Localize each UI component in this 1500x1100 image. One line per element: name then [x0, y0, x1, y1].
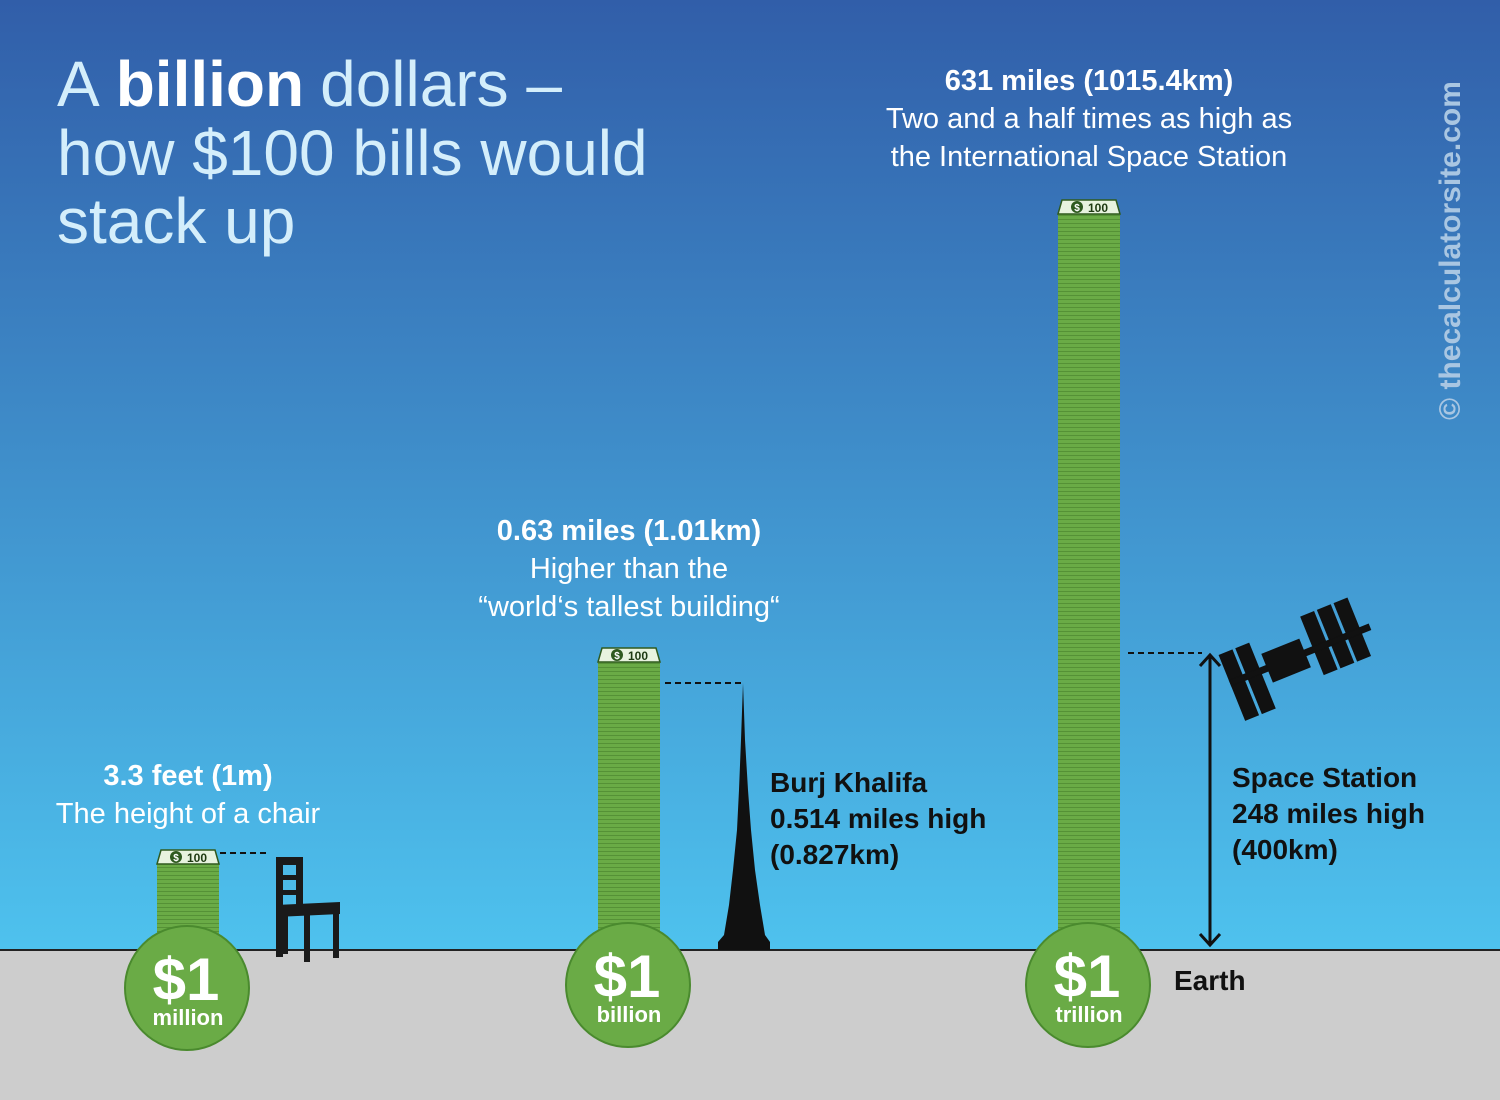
bill-stack — [598, 662, 660, 950]
space-station-icon — [1218, 597, 1372, 721]
amount-badge — [565, 922, 691, 1048]
height-label: 631 miles (1015.4km) — [945, 65, 1234, 97]
title-word: dollars – — [320, 48, 562, 120]
bill-label: 100 — [1088, 201, 1108, 215]
chair-icon — [276, 857, 340, 962]
amount-unit: trillion — [1055, 1002, 1122, 1027]
burj-label: (0.827km) — [770, 839, 899, 870]
bill-seal — [1071, 201, 1083, 213]
station-label: (400km) — [1232, 834, 1338, 865]
bill-seal — [611, 649, 623, 661]
caption: Two and a half times as high as — [886, 103, 1292, 135]
bill-label: 100 — [628, 649, 648, 663]
comparison-labels: Burj Khalifa 0.514 miles high (0.827km) Spa… — [770, 762, 1425, 996]
dashed-guides — [220, 652, 1202, 854]
title-line: stack up — [57, 185, 295, 257]
amount: $1 — [594, 943, 661, 1010]
height-label: 0.63 miles (1.01km) — [497, 515, 761, 547]
title-bold: billion — [116, 48, 304, 120]
amount-unit: billion — [597, 1002, 662, 1027]
sky — [0, 0, 1500, 950]
burj-label: Burj Khalifa — [770, 767, 928, 798]
bill-seal — [170, 851, 182, 863]
burj-khalifa-icon — [718, 683, 770, 950]
ground — [0, 950, 1500, 1100]
height-label: 3.3 feet (1m) — [103, 760, 272, 792]
bill-dollar: $ — [173, 853, 179, 864]
watermark: © thecalculatorsite.com — [1434, 81, 1467, 420]
station-label: Space Station — [1232, 762, 1417, 793]
caption: Higher than the — [530, 553, 728, 585]
amount-unit: million — [153, 1005, 224, 1030]
burj-label: 0.514 miles high — [770, 803, 986, 834]
bill-dollar: $ — [614, 651, 620, 662]
caption: the International Space Station — [891, 141, 1288, 173]
bill-label: 100 — [187, 851, 207, 865]
height-arrow — [1198, 652, 1222, 948]
caption: The height of a chair — [56, 798, 321, 830]
title-line: how $100 bills would — [57, 117, 648, 189]
earth-label: Earth — [1174, 965, 1246, 996]
title-word: A — [57, 48, 100, 120]
amount: $1 — [153, 946, 220, 1013]
bill-stack — [1058, 214, 1120, 950]
station-label: 248 miles high — [1232, 798, 1425, 829]
bill-dollar: $ — [1074, 203, 1080, 214]
caption: “world‘s tallest building“ — [478, 591, 779, 623]
amount-badge — [1025, 922, 1151, 1048]
amount-badge — [124, 925, 250, 1051]
amount: $1 — [1054, 943, 1121, 1010]
